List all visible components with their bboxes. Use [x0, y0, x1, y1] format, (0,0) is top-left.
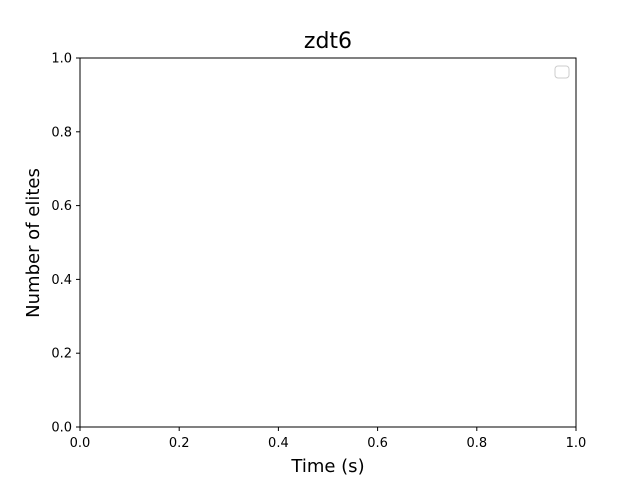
- y-tick-label: 0.4: [51, 273, 72, 288]
- y-tick-label: 0.6: [51, 199, 72, 214]
- x-tick-label: 0.4: [268, 436, 289, 451]
- legend-box: [554, 65, 570, 79]
- x-axis-label: Time (s): [290, 456, 364, 477]
- y-tick-label: 0.2: [51, 347, 72, 362]
- x-axis: 0.0 0.2 0.4 0.6 0.8 1.0: [70, 427, 587, 451]
- y-tick-label: 0.8: [51, 125, 72, 140]
- x-tick-label: 0.6: [367, 436, 388, 451]
- x-tick-label: 0.0: [70, 436, 91, 451]
- plot-area: [79, 57, 577, 428]
- y-axis-label: Number of elites: [23, 168, 44, 318]
- x-tick-label: 1.0: [566, 436, 587, 451]
- y-tick-label: 1.0: [51, 52, 72, 67]
- x-tick-label: 0.2: [169, 436, 190, 451]
- x-tick-label: 0.8: [466, 436, 487, 451]
- y-axis: 0.0 0.2 0.4 0.6 0.8 1.0: [51, 52, 80, 436]
- chart-title: zdt6: [304, 29, 352, 54]
- y-tick-label: 0.0: [51, 421, 72, 436]
